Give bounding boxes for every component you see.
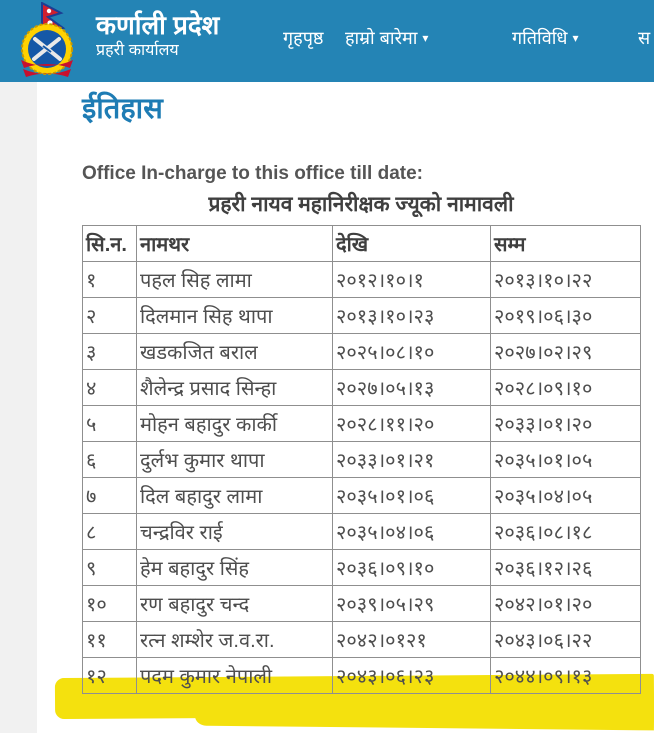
table-title: प्रहरी नायव महानिरीक्षक ज्यूको नामावली bbox=[208, 193, 514, 216]
table-row: ५ मोहन बहादुर कार्की २०२८।११।२० २०३३।०१।२० bbox=[82, 405, 641, 442]
from-date-cell: २०४२।०१२१ bbox=[332, 621, 491, 658]
serial-cell: ४ bbox=[82, 369, 137, 406]
col-header-from: देखि bbox=[332, 225, 491, 262]
main-content: ईतिहास Office In-charge to this office t… bbox=[82, 82, 654, 694]
from-date-cell: २०३३।०१।२१ bbox=[332, 441, 491, 478]
from-date-cell: २०३९।०५।२९ bbox=[332, 585, 491, 622]
to-date-cell: २०३६।०८।१८ bbox=[490, 513, 641, 550]
office-incharge-table: सि.न. नामथर देखि सम्म १ पहल सिह लामा २०१२।… bbox=[82, 225, 641, 694]
serial-cell: १० bbox=[82, 585, 137, 622]
name-cell: खडकजित बराल bbox=[136, 333, 333, 370]
site-title: कर्णाली प्रदेश bbox=[96, 10, 220, 40]
page-title: ईतिहास bbox=[82, 93, 163, 125]
table-header-row: सि.न. नामथर देखि सम्म bbox=[82, 225, 641, 262]
from-date-cell: २०२५।०८।१० bbox=[332, 333, 491, 370]
nav-more-label: स bbox=[638, 28, 651, 48]
name-cell: रण बहादुर चन्द bbox=[136, 585, 333, 622]
table-row: ३ खडकजित बराल २०२५।०८।१० २०२७।०२।२९ bbox=[82, 333, 641, 370]
from-date-cell: २०२७।०५।१३ bbox=[332, 369, 491, 406]
name-cell: मोहन बहादुर कार्की bbox=[136, 405, 333, 442]
serial-cell: १ bbox=[82, 261, 137, 298]
table-row: ७ दिल बहादुर लामा २०३५।०१।०६ २०३५।०४।०५ bbox=[82, 477, 641, 514]
table-row: ४ शैलेन्द्र प्रसाद सिन्हा २०२७।०५।१३ २०२८।०… bbox=[82, 369, 641, 406]
to-date-cell: २०४४।०९।१३ bbox=[490, 657, 641, 694]
table-row: १ पहल सिह लामा २०१२।१०।१ २०१३।१०।२२ bbox=[82, 261, 641, 298]
to-date-cell: २०३५।०४।०५ bbox=[490, 477, 641, 514]
from-date-cell: २०२८।११।२० bbox=[332, 405, 491, 442]
serial-cell: ११ bbox=[82, 621, 137, 658]
nav-home[interactable]: गृहपृष्ठ bbox=[283, 26, 324, 50]
site-header: कर्णाली प्रदेश प्रहरी कार्यालय गृहपृष्ठ … bbox=[0, 0, 654, 82]
table-row: ६ दुर्लभ कुमार थापा २०३३।०१।२१ २०३५।०१।०५ bbox=[82, 441, 641, 478]
intro-text: Office In-charge to this office till dat… bbox=[82, 163, 423, 184]
from-date-cell: २०४३।०६।२३ bbox=[332, 657, 491, 694]
from-date-cell: २०१३।१०।२३ bbox=[332, 297, 491, 334]
chevron-down-icon: ▾ bbox=[422, 31, 429, 45]
serial-cell: ९ bbox=[82, 549, 137, 586]
page-left-gutter bbox=[0, 82, 37, 733]
nav-activities-label: गतिविधि bbox=[512, 28, 568, 48]
table-row: १० रण बहादुर चन्द २०३९।०५।२९ २०४२।०१।२० bbox=[82, 585, 641, 622]
name-cell: रत्न शम्शेर ज.व.रा. bbox=[136, 621, 333, 658]
site-subtitle: प्रहरी कार्यालय bbox=[96, 42, 179, 59]
to-date-cell: २०३५।०१।०५ bbox=[490, 441, 641, 478]
name-cell: दिलमान सिह थापा bbox=[136, 297, 333, 334]
to-date-cell: २०१३।१०।२२ bbox=[490, 261, 641, 298]
nepal-police-logo-icon bbox=[21, 2, 73, 77]
nav-more-cutoff[interactable]: स bbox=[638, 26, 650, 50]
name-cell: दिल बहादुर लामा bbox=[136, 477, 333, 514]
name-cell: पदम कुमार नेपाली bbox=[136, 657, 333, 694]
serial-cell: ६ bbox=[82, 441, 137, 478]
col-header-to: सम्म bbox=[490, 225, 641, 262]
nav-activities[interactable]: गतिविधि ▾ bbox=[512, 26, 579, 50]
history-table-body: १ पहल सिह लामा २०१२।१०।१ २०१३।१०।२२ २ दिलमान … bbox=[82, 261, 641, 694]
name-cell: पहल सिह लामा bbox=[136, 261, 333, 298]
name-cell: दुर्लभ कुमार थापा bbox=[136, 441, 333, 478]
name-cell: चन्द्रविर राई bbox=[136, 513, 333, 550]
nav-about-label: हाम्रो बारेमा bbox=[345, 28, 418, 48]
from-date-cell: २०३६।०९।१० bbox=[332, 549, 491, 586]
name-cell: शैलेन्द्र प्रसाद सिन्हा bbox=[136, 369, 333, 406]
to-date-cell: २०२८।०९।१० bbox=[490, 369, 641, 406]
serial-cell: ५ bbox=[82, 405, 137, 442]
serial-cell: ७ bbox=[82, 477, 137, 514]
serial-cell: १२ bbox=[82, 657, 137, 694]
to-date-cell: २०३३।०१।२० bbox=[490, 405, 641, 442]
table-row: ११ रत्न शम्शेर ज.व.रा. २०४२।०१२१ २०४३।०६।२२ bbox=[82, 621, 641, 658]
table-row: ९ हेम बहादुर सिंह २०३६।०९।१० २०३६।१२।२६ bbox=[82, 549, 641, 586]
from-date-cell: २०३५।०४।०६ bbox=[332, 513, 491, 550]
nav-home-label: गृहपृष्ठ bbox=[283, 28, 324, 48]
table-row: ८ चन्द्रविर राई २०३५।०४।०६ २०३६।०८।१८ bbox=[82, 513, 641, 550]
to-date-cell: २०१९।०६।३० bbox=[490, 297, 641, 334]
to-date-cell: २०४३।०६।२२ bbox=[490, 621, 641, 658]
from-date-cell: २०३५।०१।०६ bbox=[332, 477, 491, 514]
col-header-serial: सि.न. bbox=[82, 225, 137, 262]
serial-cell: ८ bbox=[82, 513, 137, 550]
table-row: १२ पदम कुमार नेपाली २०४३।०६।२३ २०४४।०९।१३ bbox=[82, 657, 641, 694]
from-date-cell: २०१२।१०।१ bbox=[332, 261, 491, 298]
nav-about-us[interactable]: हाम्रो बारेमा ▾ bbox=[345, 26, 428, 50]
to-date-cell: २०४२।०१।२० bbox=[490, 585, 641, 622]
table-row: २ दिलमान सिह थापा २०१३।१०।२३ २०१९।०६।३० bbox=[82, 297, 641, 334]
to-date-cell: २०२७।०२।२९ bbox=[490, 333, 641, 370]
serial-cell: २ bbox=[82, 297, 137, 334]
to-date-cell: २०३६।१२।२६ bbox=[490, 549, 641, 586]
serial-cell: ३ bbox=[82, 333, 137, 370]
site-brand: कर्णाली प्रदेश प्रहरी कार्यालय bbox=[96, 10, 219, 62]
name-cell: हेम बहादुर सिंह bbox=[136, 549, 333, 586]
highlight-marker-tail bbox=[194, 708, 654, 731]
col-header-name: नामथर bbox=[136, 225, 333, 262]
chevron-down-icon: ▾ bbox=[572, 31, 579, 45]
